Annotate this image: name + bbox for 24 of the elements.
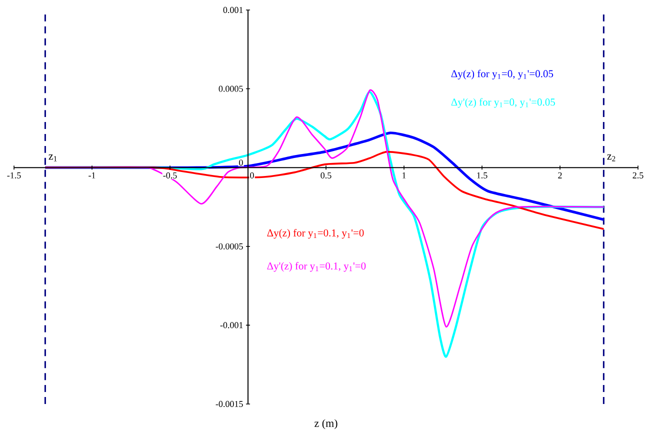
y-tick-label: 0.001 [223,6,243,14]
x-tick-label: 2 [558,172,562,178]
x-tick-label: 1.5 [477,172,488,178]
x-tick-label: 2.5 [632,172,644,178]
x-axis-title: z (m) [314,419,338,430]
x-tick-label: -1 [88,172,96,178]
text: Δy(z) for y$_{1}$=0.1, y$_{1}$'=0 [267,228,364,239]
x-tick-label: -1.5 [7,172,21,178]
text: Δy'(z) for y$_{1}$=0, y$_{1}$'=0.05 [451,98,555,108]
line-series [44,150,605,230]
ref-line-label: z$_{1}$ [48,154,57,162]
y-tick-label: -0.001 [220,322,243,328]
x-tick-label: 0.5 [320,172,332,178]
ref-line-label: z$_{2}$ [607,154,616,162]
y-tick-label: -0.0005 [216,243,243,250]
y-tick-label: 0.0005 [218,86,243,92]
text: Δy(z) for y$_{1}$=0, y$_{1}$'=0.05 [451,70,554,80]
x-tick-label: 0 [250,172,254,178]
y-tick-label: -0.0015 [216,400,243,408]
y-tick-label: 0 [239,160,243,166]
text: Δy'(z) for y$_{1}$=0.1, y$_{1}$'=0 [267,262,366,272]
x-tick-label: 1 [402,172,406,178]
line-series [44,132,605,221]
x-tick-label: -0.5 [163,172,177,178]
